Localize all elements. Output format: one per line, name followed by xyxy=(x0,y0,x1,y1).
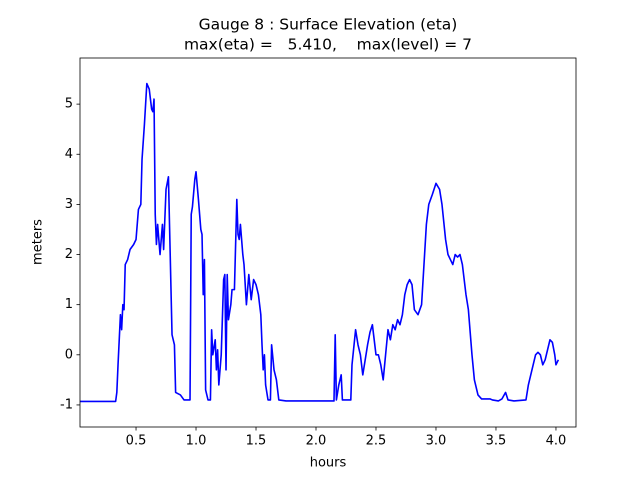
y-tick-label: 0 xyxy=(65,347,73,362)
data-line xyxy=(80,82,560,403)
y-tick-label: 4 xyxy=(65,147,73,162)
x-tick-label: 0.5 xyxy=(126,434,147,449)
y-axis-label: meters xyxy=(31,219,46,265)
x-tick-label: 1.0 xyxy=(186,434,207,449)
x-tick-label: 1.5 xyxy=(246,434,267,449)
plot-frame xyxy=(79,57,577,428)
x-tick-label: 3.0 xyxy=(426,434,447,449)
chart-title: Gauge 8 : Surface Elevation (eta) xyxy=(199,16,458,34)
y-tick-label: 3 xyxy=(65,197,73,212)
x-axis-label: hours xyxy=(310,456,347,471)
y-tick-label: 5 xyxy=(65,97,73,112)
x-tick-label: 2.5 xyxy=(366,434,387,449)
x-tick-label: 3.5 xyxy=(486,434,507,449)
y-tick-label: 1 xyxy=(65,297,73,312)
y-tick-label: 2 xyxy=(65,247,73,262)
chart-subtitle: max(eta) = 5.410, max(level) = 7 xyxy=(184,36,472,54)
y-tick-label: -1 xyxy=(60,397,73,412)
x-tick-label: 4.0 xyxy=(546,434,567,449)
x-tick-label: 2.0 xyxy=(306,434,327,449)
